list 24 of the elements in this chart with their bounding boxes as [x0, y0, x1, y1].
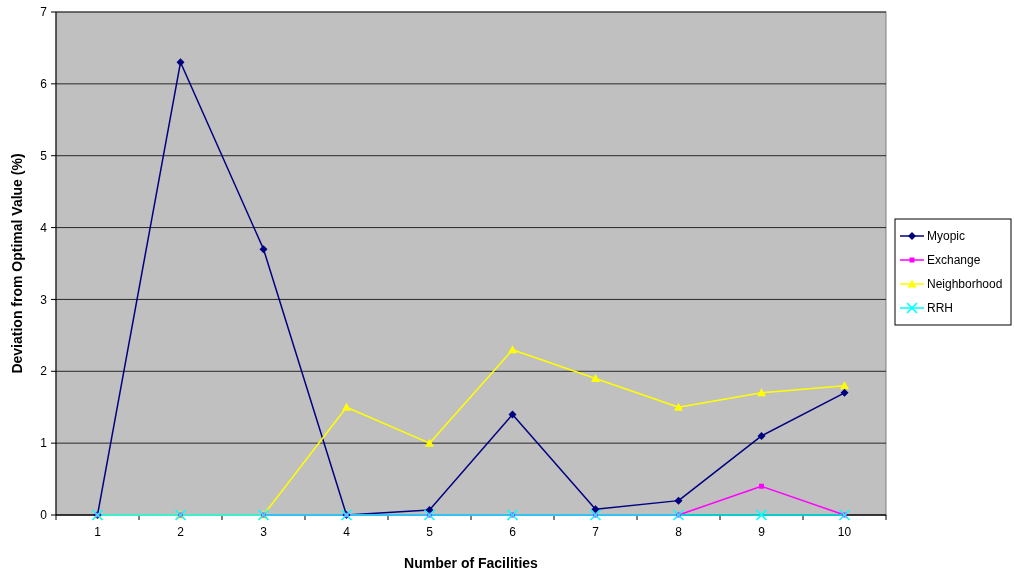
y-axis-title: Deviation from Optimal Value (%) — [9, 153, 25, 374]
x-tick-label: 4 — [343, 525, 351, 539]
y-tick-label: 6 — [40, 77, 48, 92]
y-tick-label: 1 — [40, 436, 48, 451]
y-tick-label: 7 — [40, 5, 48, 20]
y-tick-label: 4 — [40, 220, 48, 235]
legend-label: Neighborhood — [927, 277, 1003, 292]
y-tick-label: 0 — [40, 508, 48, 523]
legend-label: RRH — [927, 301, 953, 316]
x-tick-label: 3 — [260, 525, 268, 539]
x-tick-label: 6 — [509, 525, 517, 539]
y-tick-label: 2 — [40, 364, 48, 379]
x-tick-label: 1 — [94, 525, 102, 539]
y-tick-label: 3 — [40, 292, 48, 307]
x-axis-title: Number of Facilities — [404, 555, 539, 571]
x-tick-label: 9 — [758, 525, 766, 539]
x-tick-label: 2 — [177, 525, 185, 539]
x-tick-label: 7 — [592, 525, 600, 539]
legend-label: Myopic — [927, 229, 966, 244]
x-tick-label: 5 — [426, 525, 434, 539]
x-tick-label: 8 — [675, 525, 683, 539]
y-tick-label: 5 — [40, 148, 48, 163]
x-tick-label: 10 — [837, 525, 852, 539]
legend-label: Exchange — [927, 253, 981, 268]
